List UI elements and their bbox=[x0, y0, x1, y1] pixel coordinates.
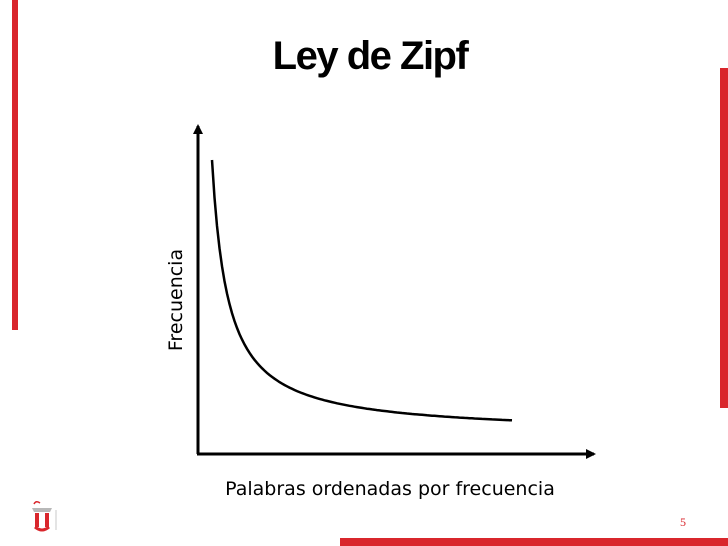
right-accent-bar bbox=[720, 68, 728, 408]
bottom-accent-bar bbox=[340, 538, 728, 546]
page-number: 5 bbox=[680, 515, 686, 529]
university-logo-icon bbox=[22, 500, 62, 536]
slide-title: Ley de Zipf bbox=[272, 34, 469, 78]
series-line bbox=[210, 159, 513, 422]
x-axis-label: Palabras ordenadas por frecuencia bbox=[225, 478, 555, 500]
y-axis-label: Frecuencia bbox=[165, 248, 187, 352]
left-accent-bar bbox=[12, 0, 18, 330]
